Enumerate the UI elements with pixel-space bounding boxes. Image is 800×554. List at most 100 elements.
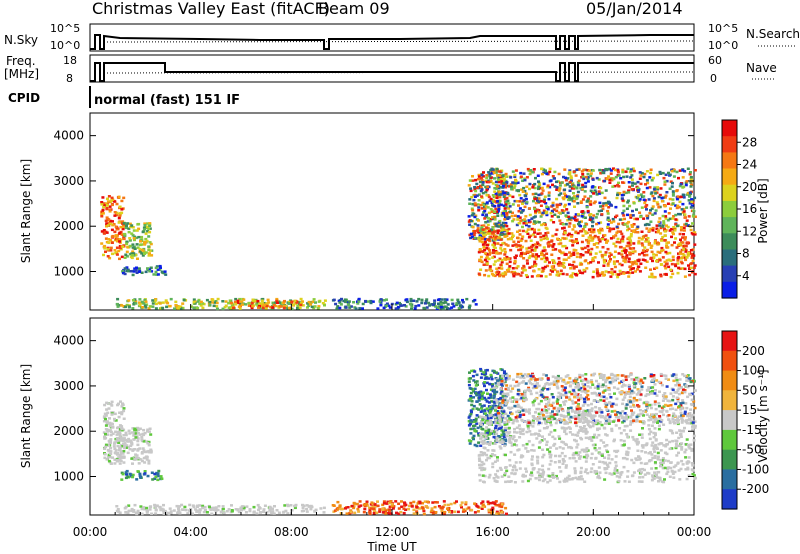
echo-cell (134, 268, 138, 272)
echo-cell (473, 215, 477, 219)
echo-cell (515, 444, 519, 447)
echo-cell (485, 246, 489, 250)
echo-cell (600, 209, 603, 212)
echo-cell (608, 472, 612, 475)
echo-cell (528, 266, 532, 269)
echo-cell (437, 505, 441, 508)
echo-cell (488, 172, 492, 176)
echo-cell (323, 304, 326, 307)
echo-cell (490, 508, 494, 511)
echo-cell (264, 307, 268, 310)
echo-cell (598, 460, 602, 463)
echo-cell (477, 408, 481, 411)
echo-cell (479, 186, 483, 189)
echo-cell (495, 416, 499, 420)
echo-cell (157, 469, 161, 473)
echo-cell (479, 369, 483, 372)
echo-cell (596, 419, 600, 422)
echo-cell (490, 201, 494, 204)
echo-cell (650, 250, 654, 254)
echo-cell (578, 220, 582, 224)
echo-cell (677, 206, 681, 209)
echo-cell (557, 274, 561, 277)
echo-cell (505, 255, 509, 259)
echo-cell (473, 231, 477, 234)
echo-cell (278, 301, 282, 304)
echo-cell (589, 456, 593, 460)
echo-cell (521, 480, 525, 483)
echo-cell (496, 398, 500, 401)
echo-cell (657, 195, 661, 199)
echo-cell (531, 419, 535, 422)
echo-cell (113, 462, 117, 465)
echo-cell (503, 198, 507, 201)
echo-cell (659, 458, 663, 462)
echo-cell (549, 459, 553, 463)
echo-cell (114, 251, 118, 255)
echo-cell (680, 208, 684, 211)
echo-cell (485, 407, 489, 410)
echo-cell (652, 477, 656, 480)
echo-cell (508, 205, 512, 208)
echo-cell (676, 259, 680, 262)
echo-cell (635, 458, 639, 462)
echo-cell (678, 232, 682, 236)
echo-cell (107, 459, 111, 463)
echo-cell (495, 390, 499, 394)
echo-cell (561, 447, 565, 450)
echo-cell (533, 264, 537, 268)
echo-cell (121, 225, 125, 228)
echo-cell (115, 246, 119, 249)
echo-cell (233, 300, 237, 304)
echo-cell (581, 228, 585, 231)
echo-cell (653, 454, 657, 458)
echo-cell (149, 242, 153, 246)
echo-cell (198, 511, 202, 514)
echo-cell (546, 264, 550, 268)
echo-cell (624, 453, 628, 456)
echo-cell (495, 235, 499, 239)
echo-cell (512, 240, 516, 243)
echo-cell (503, 423, 507, 426)
echo-cell (117, 216, 121, 220)
echo-cell (442, 500, 446, 503)
echo-cell (477, 209, 481, 212)
echo-cell (628, 185, 632, 189)
echo-cell (600, 454, 604, 457)
echo-cell (468, 304, 472, 307)
echo-cell (106, 433, 110, 436)
echo-cell (469, 419, 473, 422)
echo-cell (389, 512, 393, 515)
echo-cell (443, 503, 447, 507)
echo-cell (258, 302, 262, 305)
echo-cell (501, 227, 505, 230)
echo-cell (505, 212, 509, 215)
echo-cell (477, 432, 481, 435)
echo-cell (561, 196, 565, 199)
echo-cell (518, 233, 522, 236)
echo-cell (487, 211, 491, 215)
echo-cell (499, 247, 503, 250)
echo-cell (647, 243, 651, 246)
echo-cell (595, 470, 598, 473)
echo-cell (633, 250, 637, 253)
echo-cell (508, 435, 512, 439)
echo-cell (491, 404, 495, 408)
echo-cell (615, 214, 619, 217)
echo-cell (439, 305, 443, 309)
echo-cell (613, 438, 616, 441)
echo-cell (545, 237, 549, 241)
echo-cell (143, 461, 147, 464)
echo-cell (412, 500, 416, 504)
echo-cell (373, 505, 377, 509)
echo-cell (495, 194, 499, 197)
echo-cell (501, 242, 505, 245)
echo-cell (130, 256, 134, 260)
echo-cell (290, 307, 294, 311)
echo-cell (177, 305, 181, 309)
echo-cell (475, 186, 479, 190)
echo-cell (403, 304, 406, 307)
echo-cell (593, 433, 597, 437)
echo-cell (558, 238, 562, 242)
freq-panel-frame (89, 54, 695, 83)
